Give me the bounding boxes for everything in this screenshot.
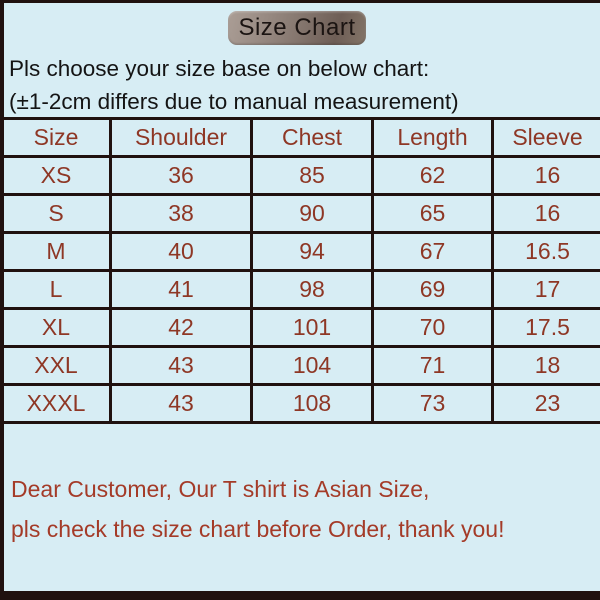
table-cell: 16.5 [491, 231, 600, 272]
table-cell: XXL [4, 345, 112, 386]
table-cell: 101 [250, 307, 374, 348]
table-cell: 40 [109, 231, 253, 272]
table-cell: L [4, 269, 112, 310]
table-header-cell: Length [371, 117, 494, 158]
table-cell: 42 [109, 307, 253, 348]
intro-text-line1: Pls choose your size base on below chart… [9, 56, 430, 81]
table-cell: 70 [371, 307, 494, 348]
table-cell: 38 [109, 193, 253, 234]
table-row: XXXL 43 108 73 23 [4, 383, 600, 424]
table-cell: 43 [109, 345, 253, 386]
table-cell: 43 [109, 383, 253, 424]
table-row: XXL 43 104 71 18 [4, 345, 600, 386]
table-cell: 69 [371, 269, 494, 310]
table-cell: 67 [371, 231, 494, 272]
table-cell: 16 [491, 193, 600, 234]
note-text-line1: Dear Customer, Our T shirt is Asian Size… [11, 476, 430, 502]
table-header-row: Size Shoulder Chest Length Sleeve [4, 117, 600, 158]
table-cell: 65 [371, 193, 494, 234]
table-row: XS 36 85 62 16 [4, 155, 600, 196]
table-row: S 38 90 65 16 [4, 193, 600, 234]
intro-text-line2: (±1-2cm differs due to manual measuremen… [9, 89, 459, 114]
table-cell: S [4, 193, 112, 234]
note-text-line2: pls check the size chart before Order, t… [11, 516, 505, 542]
table-header-cell: Size [4, 117, 112, 158]
table-cell: 108 [250, 383, 374, 424]
table-header-cell: Chest [250, 117, 374, 158]
table-header-cell: Shoulder [109, 117, 253, 158]
table-cell: 94 [250, 231, 374, 272]
table-cell: XXXL [4, 383, 112, 424]
table-cell: 73 [371, 383, 494, 424]
table-cell: 17.5 [491, 307, 600, 348]
table-cell: 62 [371, 155, 494, 196]
size-chart-title-badge: Size Chart [228, 11, 366, 45]
table-cell: XL [4, 307, 112, 348]
table-cell: 36 [109, 155, 253, 196]
table-cell: M [4, 231, 112, 272]
table-cell: 90 [250, 193, 374, 234]
table-cell: 17 [491, 269, 600, 310]
table-cell: XS [4, 155, 112, 196]
table-cell: 85 [250, 155, 374, 196]
table-row: M 40 94 67 16.5 [4, 231, 600, 272]
table-cell: 41 [109, 269, 253, 310]
table-row: XL 42 101 70 17.5 [4, 307, 600, 348]
table-cell: 23 [491, 383, 600, 424]
table-header-cell: Sleeve [491, 117, 600, 158]
size-chart-title-label: Size Chart [238, 14, 356, 41]
table-cell: 104 [250, 345, 374, 386]
size-table: Size Shoulder Chest Length Sleeve XS 36 85 62 16… [4, 117, 600, 424]
table-cell: 18 [491, 345, 600, 386]
table-cell: 16 [491, 155, 600, 196]
table-row: L 41 98 69 17 [4, 269, 600, 310]
table-cell: 71 [371, 345, 494, 386]
table-cell: 98 [250, 269, 374, 310]
